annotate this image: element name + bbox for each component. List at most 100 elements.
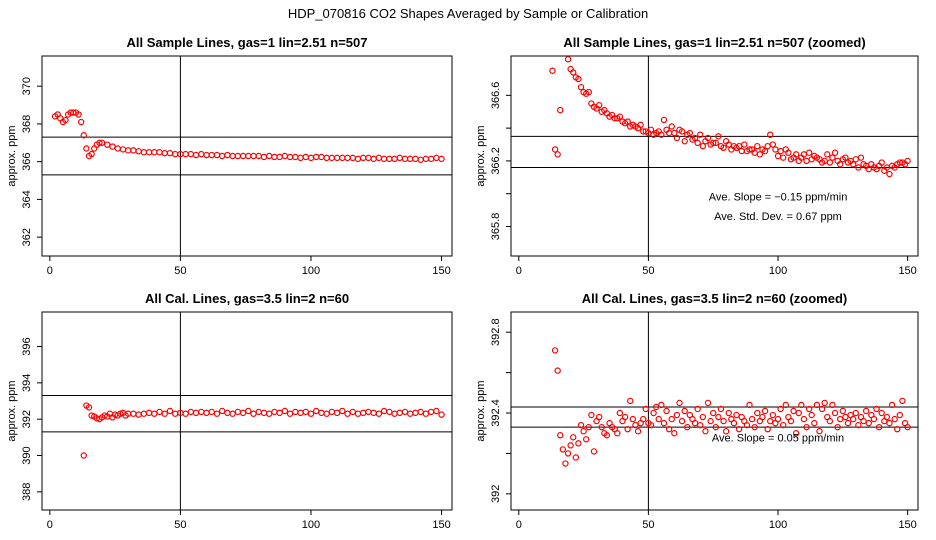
data-point — [743, 421, 751, 429]
data-point — [671, 129, 678, 137]
data-point — [702, 428, 709, 435]
data-point — [624, 425, 631, 433]
data-point — [564, 450, 572, 457]
data-point — [156, 408, 163, 416]
data-point — [365, 154, 372, 162]
data-point — [407, 155, 414, 163]
data-point — [554, 151, 561, 158]
data-point — [302, 408, 309, 416]
x-tick-label: 100 — [302, 519, 320, 531]
data-point — [166, 149, 174, 157]
data-point — [829, 154, 836, 161]
data-point — [557, 106, 564, 114]
data-point — [307, 410, 315, 417]
data-point — [234, 152, 242, 160]
data-point — [218, 407, 226, 415]
data-point — [370, 155, 377, 163]
data-point — [260, 153, 268, 161]
y-tick-label: 362 — [21, 228, 33, 246]
plot-frame — [41, 311, 453, 511]
data-point — [407, 410, 414, 417]
chart-title: All Sample Lines, gas=1 lin=2.51 n=507 — [127, 35, 368, 50]
data-point — [276, 153, 283, 161]
y-axis-label: approx. ppm — [475, 380, 487, 441]
data-point — [831, 149, 839, 156]
chart-title: All Cal. Lines, gas=3.5 lin=2 n=60 (zoom… — [582, 291, 848, 306]
data-point — [870, 415, 878, 423]
data-point — [281, 152, 289, 160]
data-point — [844, 419, 852, 427]
data-point — [808, 411, 815, 419]
data-point — [660, 116, 668, 124]
data-point — [642, 405, 650, 413]
data-point — [842, 413, 849, 421]
data-point — [614, 430, 621, 437]
data-point — [650, 409, 657, 417]
data-point — [198, 150, 205, 158]
data-point — [255, 152, 262, 160]
data-point — [712, 423, 719, 431]
data-point — [391, 155, 398, 163]
stat-annotation: Ave. Slope = −0.15 ppm/min — [709, 191, 848, 203]
data-point — [883, 413, 891, 421]
data-point — [161, 149, 168, 157]
data-point — [634, 428, 642, 435]
data-point — [652, 403, 660, 411]
data-point — [826, 417, 834, 425]
data-point — [328, 154, 336, 162]
data-point — [307, 154, 315, 162]
data-point — [694, 139, 701, 147]
data-point — [80, 132, 87, 139]
data-point — [787, 417, 795, 425]
data-point — [686, 129, 694, 137]
data-point — [260, 409, 268, 417]
figure-title: HDP_070816 CO2 Shapes Averaged by Sample… — [288, 6, 648, 21]
plot-frame — [510, 55, 919, 257]
data-point — [276, 409, 283, 417]
x-tick-label: 0 — [47, 265, 53, 277]
data-point — [624, 118, 631, 125]
data-point — [380, 407, 388, 415]
data-point — [761, 147, 769, 155]
y-tick-label: 366 — [21, 152, 33, 170]
data-point — [785, 149, 792, 156]
data-point — [570, 434, 577, 441]
data-point — [616, 113, 624, 120]
x-tick-label: 0 — [516, 265, 522, 277]
data-point — [124, 147, 132, 154]
data-point — [837, 160, 844, 168]
data-point — [694, 405, 701, 413]
data-point — [891, 415, 898, 423]
data-point — [360, 154, 367, 162]
data-point — [203, 409, 210, 417]
y-axis-label: approx. ppm — [475, 125, 487, 186]
data-point — [746, 401, 753, 409]
x-tick-label: 0 — [516, 519, 522, 531]
data-point — [271, 408, 278, 416]
data-point — [761, 407, 769, 415]
data-point — [875, 423, 883, 431]
data-point — [699, 413, 707, 421]
y-tick-label: 392 — [21, 410, 33, 428]
data-point — [229, 410, 236, 417]
data-point — [647, 421, 655, 429]
data-point — [427, 155, 435, 163]
data-point — [725, 409, 732, 417]
data-point — [213, 410, 221, 417]
data-point — [792, 151, 800, 158]
chart-panel-2: All Sample Lines, gas=1 lin=2.51 n=507 (… — [475, 35, 919, 277]
data-point — [671, 430, 678, 437]
data-point — [764, 425, 771, 433]
data-point — [715, 133, 722, 140]
data-point — [710, 409, 717, 417]
data-point — [857, 154, 865, 161]
data-point — [627, 397, 634, 405]
plot-frame — [41, 55, 453, 257]
data-point — [849, 415, 857, 423]
y-tick-label: 396 — [21, 337, 33, 355]
data-point — [741, 141, 748, 148]
x-tick-label: 50 — [642, 265, 654, 277]
data-point — [255, 408, 262, 416]
data-point — [811, 419, 818, 427]
data-point — [691, 134, 699, 142]
